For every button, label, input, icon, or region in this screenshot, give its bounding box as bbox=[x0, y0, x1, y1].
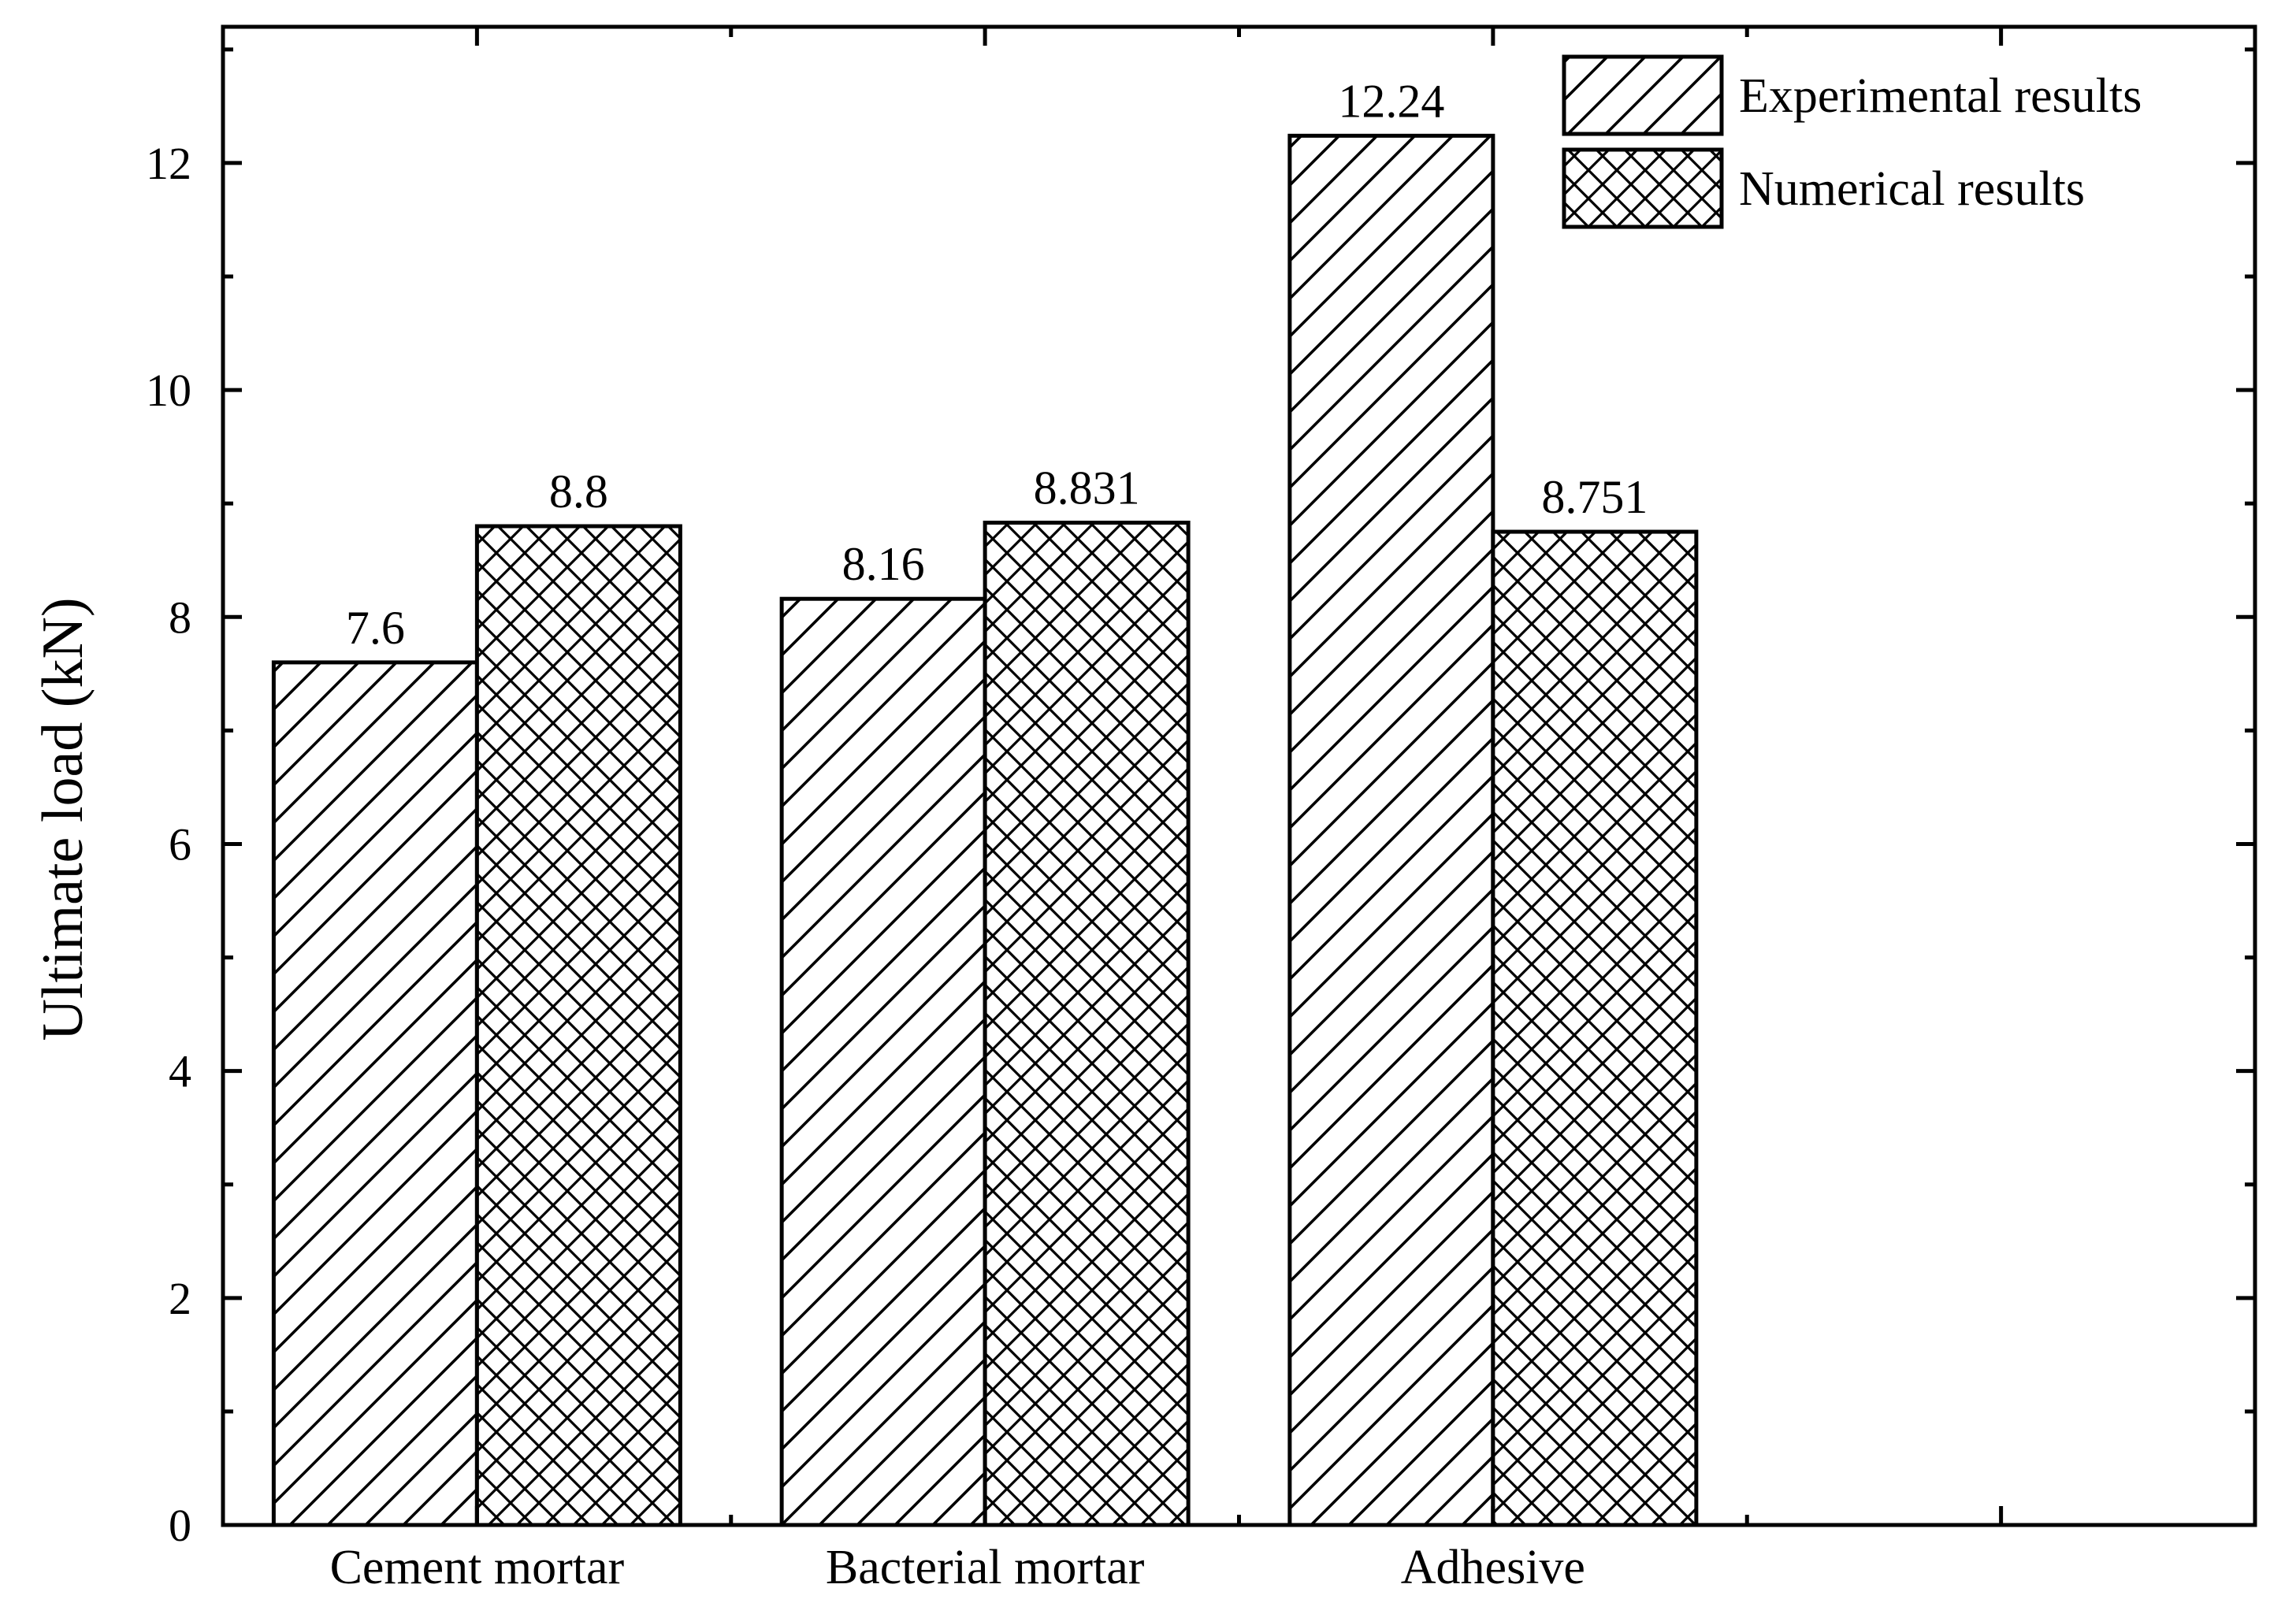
bar-0-series-0 bbox=[271, 660, 479, 1527]
x-tick-label: Bacterial mortar bbox=[826, 1541, 1145, 1594]
data-label-1-series-0: 8.16 bbox=[842, 538, 925, 590]
legend-swatch-0 bbox=[1562, 54, 1724, 136]
data-label-2-series-0: 12.24 bbox=[1338, 75, 1444, 127]
bar-0-series-1 bbox=[474, 524, 682, 1527]
y-tick-label: 10 bbox=[146, 365, 191, 416]
bars-layer bbox=[271, 133, 1699, 1527]
data-label-1-series-1: 8.831 bbox=[1034, 462, 1140, 514]
y-tick-label: 2 bbox=[169, 1273, 191, 1324]
bar-1-series-1 bbox=[983, 521, 1191, 1527]
data-label-0-series-1: 8.8 bbox=[549, 466, 608, 518]
y-tick-label: 6 bbox=[169, 818, 191, 870]
y-tick-label: 4 bbox=[169, 1046, 191, 1097]
y-tick-label: 12 bbox=[146, 138, 191, 189]
x-tick-label: Adhesive bbox=[1401, 1541, 1585, 1594]
y-tick-label: 8 bbox=[169, 592, 191, 643]
y-tick-label: 0 bbox=[169, 1500, 191, 1551]
legend-label-0: Experimental results bbox=[1739, 69, 2142, 123]
legend: Experimental results Numerical results bbox=[1562, 54, 2142, 229]
bar-2-series-0 bbox=[1287, 133, 1495, 1527]
legend-label-1: Numerical results bbox=[1739, 162, 2085, 216]
data-label-0-series-0: 7.6 bbox=[346, 602, 405, 654]
data-label-2-series-1: 8.751 bbox=[1541, 471, 1648, 523]
y-axis-title: Ultimate load (kN) bbox=[31, 597, 95, 1041]
bar-2-series-1 bbox=[1491, 529, 1699, 1527]
legend-swatch-1 bbox=[1562, 147, 1724, 229]
data-labels-layer: 7.6 8.8 8.16 8.831 12.24 8.751 bbox=[346, 75, 1648, 654]
axes-layer: Cement mortar Bacterial mortar Adhesive 0 2 4… bbox=[146, 24, 2257, 1594]
x-tick-label: Cement mortar bbox=[330, 1541, 625, 1594]
bar-1-series-0 bbox=[779, 596, 987, 1527]
